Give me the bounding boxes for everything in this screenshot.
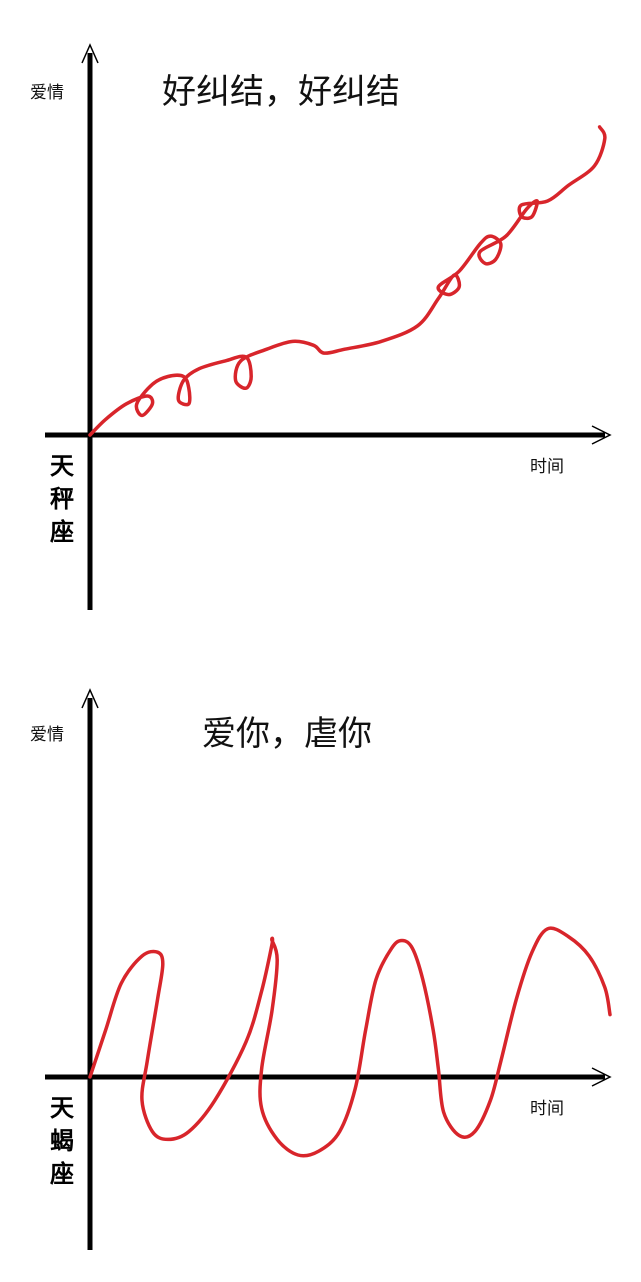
sign-char: 秤 [50, 485, 74, 513]
chart2-sign-label: 天 蝎 座 [47, 1092, 77, 1191]
sign-char: 座 [50, 1160, 74, 1188]
chart2-y-arrow-icon [81, 688, 99, 709]
chart1-title: 好纠结，好纠结 [162, 72, 400, 112]
chart1-y-axis-label: 爱情 [30, 83, 64, 103]
chart2-love-curve [88, 926, 612, 1158]
chart2-x-axis-label: 时间 [530, 1099, 564, 1119]
chart2-y-axis-label: 爱情 [30, 725, 64, 745]
sign-char: 座 [50, 518, 74, 546]
sign-char: 蝎 [50, 1127, 74, 1155]
chart1-x-arrow-icon [591, 425, 612, 445]
chart1-sign-label: 天 秤 座 [47, 450, 77, 549]
chart1-love-curve [88, 125, 607, 437]
chart2-x-arrow-icon [591, 1067, 612, 1087]
sign-char: 天 [50, 1094, 74, 1122]
chart1-x-axis-label: 时间 [530, 457, 564, 477]
chart1-y-arrow-icon [81, 43, 99, 64]
sign-char: 天 [50, 452, 74, 480]
chart2-title: 爱你，虐你 [202, 714, 372, 754]
